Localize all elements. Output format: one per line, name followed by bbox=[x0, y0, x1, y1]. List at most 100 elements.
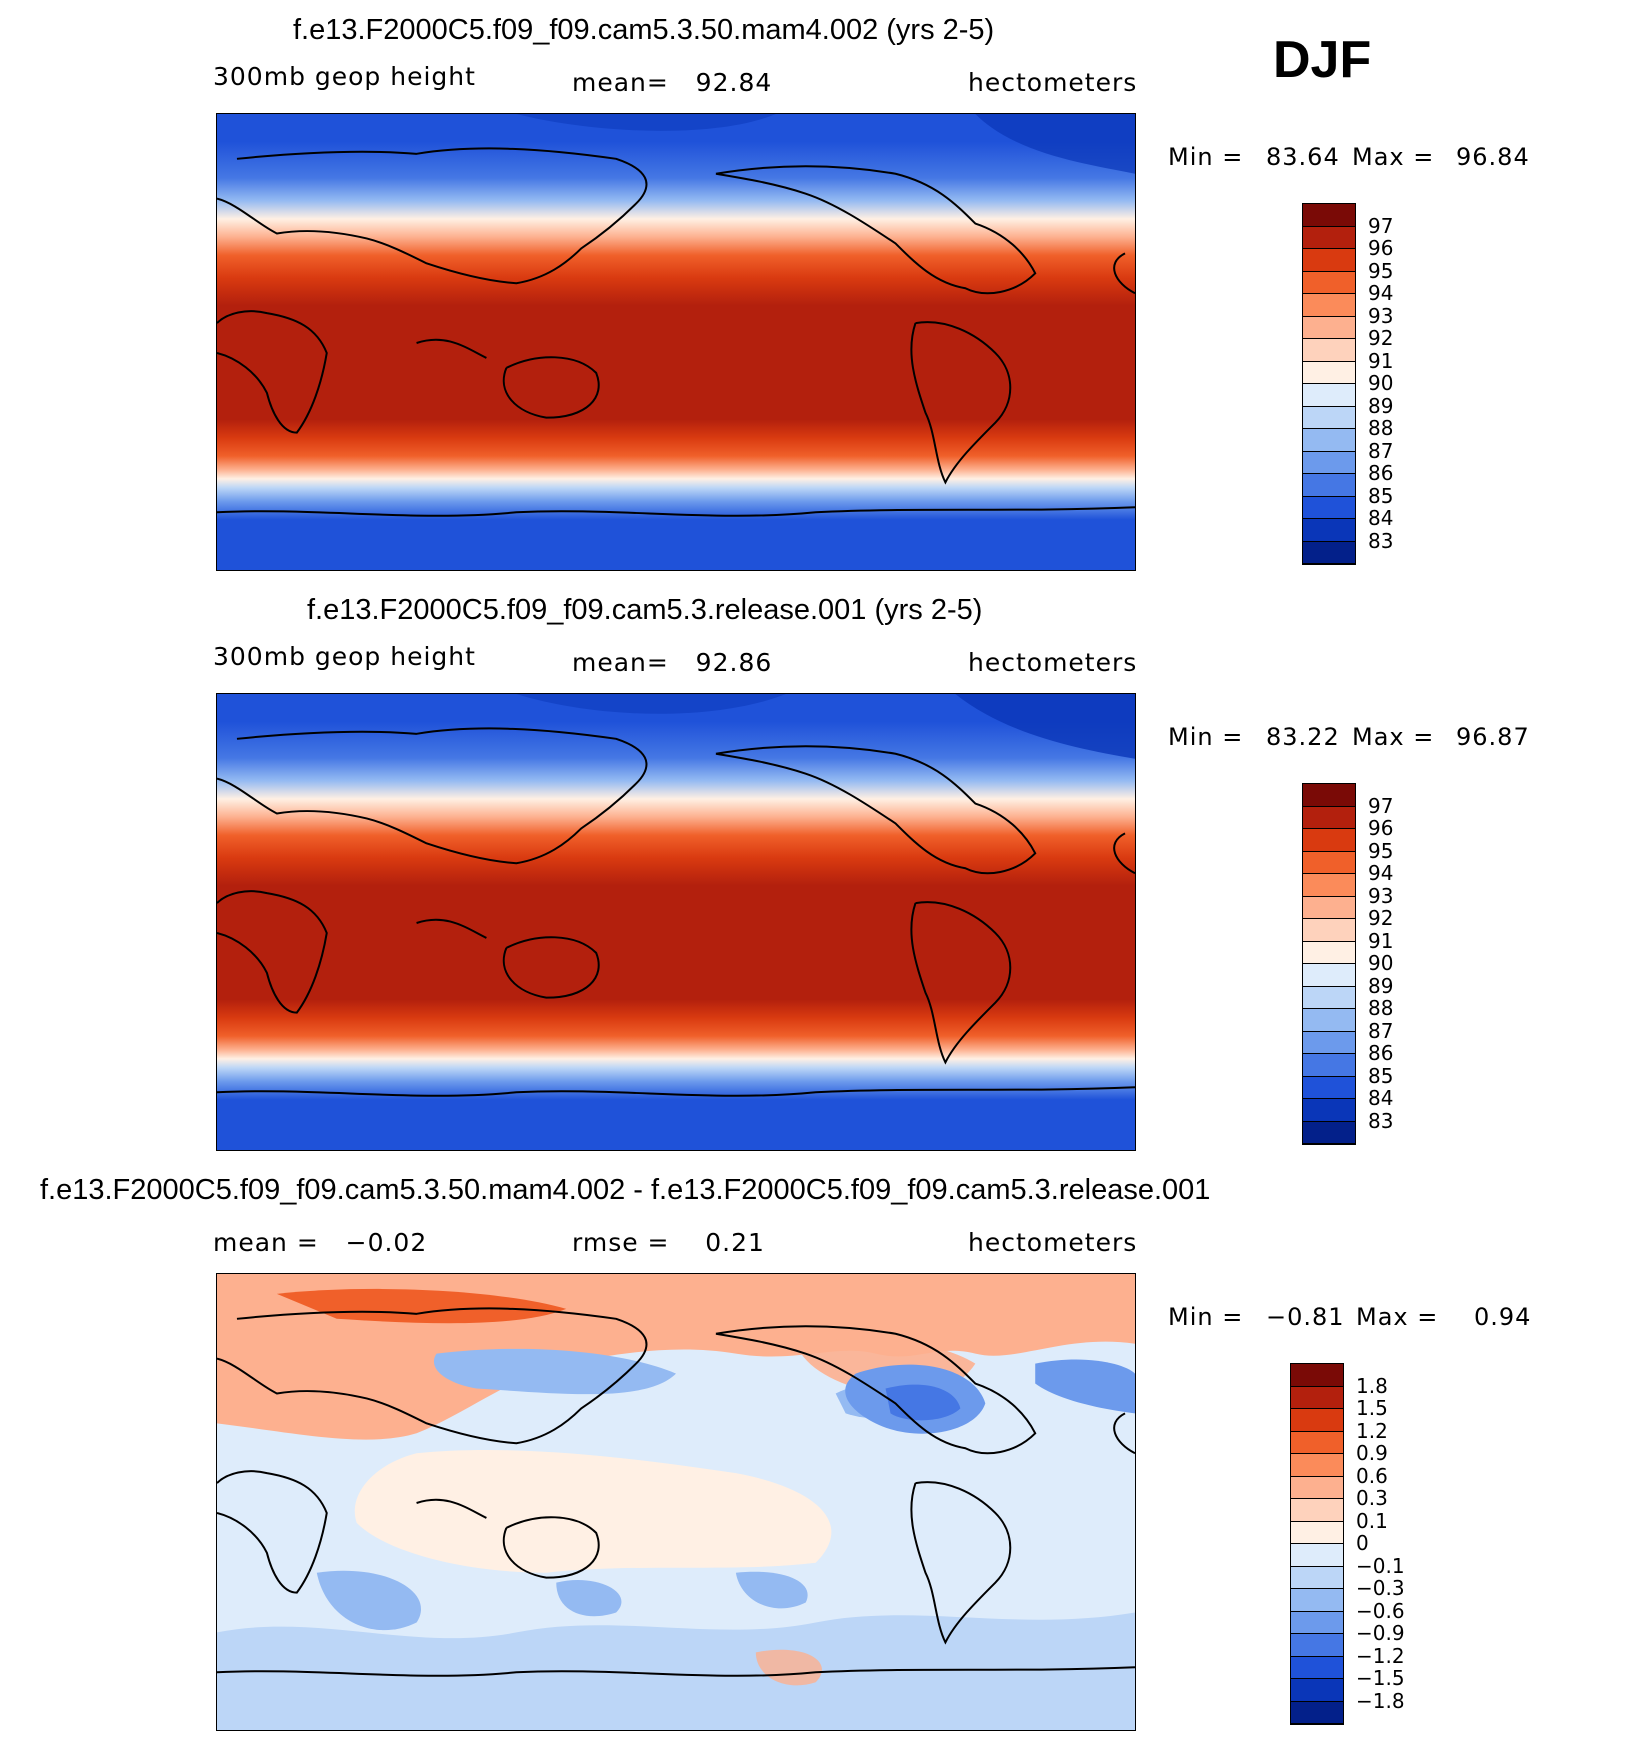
colorbar-label: −1.8 bbox=[1356, 1688, 1405, 1713]
colorbar-label: 0 bbox=[1356, 1531, 1369, 1555]
colorbar-swatch bbox=[1303, 271, 1355, 294]
colorbar-label: 0.3 bbox=[1356, 1486, 1388, 1510]
colorbar-label: 90 bbox=[1368, 371, 1394, 395]
colorbar-label: 0.1 bbox=[1356, 1508, 1388, 1533]
colorbar-swatch bbox=[1291, 1364, 1343, 1387]
colorbar-label: 94 bbox=[1368, 281, 1394, 305]
panel-2-map bbox=[216, 693, 1136, 1151]
colorbar-swatch bbox=[1303, 1121, 1355, 1144]
colorbar-label: 96 bbox=[1368, 816, 1394, 840]
panel-3-min-label: Min = bbox=[1168, 1303, 1244, 1331]
panel-2-map-svg bbox=[217, 694, 1135, 1150]
colorbar-label: −0.1 bbox=[1356, 1553, 1405, 1578]
colorbar-label: 91 bbox=[1368, 928, 1394, 953]
panel-1-map-svg bbox=[217, 114, 1135, 570]
panel-3-coastlines bbox=[217, 1307, 1135, 1677]
colorbar-label: 97 bbox=[1368, 213, 1394, 238]
colorbar-swatch bbox=[1303, 519, 1355, 542]
colorbar-swatch bbox=[1291, 1454, 1343, 1477]
panel-3-negative-atlantic bbox=[1035, 1359, 1135, 1414]
colorbar-swatch bbox=[1303, 941, 1355, 964]
panel-1-polar-low-asia bbox=[516, 114, 776, 131]
colorbar-swatch bbox=[1303, 1054, 1355, 1077]
colorbar-label: 86 bbox=[1368, 461, 1394, 485]
colorbar-label: 86 bbox=[1368, 1041, 1394, 1065]
panel-1-title: f.e13.F2000C5.f09_f09.cam5.3.50.mam4.002… bbox=[293, 14, 995, 46]
panel-3-map bbox=[216, 1273, 1136, 1731]
panel-2-max-label: Max = bbox=[1352, 723, 1435, 751]
colorbar-label: −0.6 bbox=[1356, 1598, 1405, 1623]
colorbar-swatch bbox=[1303, 964, 1355, 987]
panel-3-positive-so bbox=[755, 1649, 822, 1686]
panel-3-units-label: hectometers bbox=[968, 1228, 1138, 1257]
colorbar-label: 0.9 bbox=[1356, 1441, 1388, 1465]
panel-2-polar-low-asia bbox=[516, 694, 786, 714]
colorbar-swatch bbox=[1303, 294, 1355, 317]
colorbar-label: 91 bbox=[1368, 348, 1394, 373]
panel-1-field bbox=[217, 114, 1135, 570]
panel-3-max-label: Max = bbox=[1356, 1303, 1439, 1331]
season-label: DJF bbox=[1273, 31, 1372, 89]
panel-3-rmse-label: rmse = 0.21 bbox=[572, 1228, 765, 1257]
colorbar-label: 88 bbox=[1368, 996, 1394, 1020]
panel-3-positive-tropics bbox=[354, 1449, 832, 1573]
colorbar-swatch bbox=[1303, 429, 1355, 452]
colorbar-swatch bbox=[1291, 1679, 1343, 1702]
panel-3-max-value: 0.94 bbox=[1474, 1303, 1532, 1331]
colorbar-swatch bbox=[1303, 474, 1355, 497]
colorbar-label: 95 bbox=[1368, 258, 1394, 283]
panel-1-variable-label: 300mb geop height bbox=[213, 62, 476, 91]
panel-3-colorbar bbox=[1290, 1363, 1344, 1725]
colorbar-label: 88 bbox=[1368, 416, 1394, 440]
panel-2-max-value: 96.87 bbox=[1456, 723, 1530, 751]
colorbar-swatch bbox=[1303, 451, 1355, 474]
colorbar-label: −1.2 bbox=[1356, 1643, 1405, 1668]
colorbar-swatch bbox=[1303, 339, 1355, 362]
panel-2-min-label: Min = bbox=[1168, 723, 1244, 751]
colorbar-label: 1.2 bbox=[1356, 1418, 1388, 1443]
panel-3-positive-max-eurasia bbox=[276, 1288, 567, 1324]
colorbar-swatch bbox=[1303, 806, 1355, 829]
colorbar-swatch bbox=[1303, 1031, 1355, 1054]
panel-3-negative-so-1 bbox=[316, 1570, 421, 1631]
colorbar-label: 0.6 bbox=[1356, 1463, 1388, 1488]
colorbar-swatch bbox=[1291, 1634, 1343, 1657]
panel-3-negative-so-3 bbox=[735, 1571, 808, 1609]
colorbar-label: 84 bbox=[1368, 506, 1394, 530]
colorbar-swatch bbox=[1291, 1701, 1343, 1724]
colorbar-label: 85 bbox=[1368, 483, 1394, 508]
panel-3-map-svg bbox=[217, 1274, 1135, 1730]
colorbar-swatch bbox=[1303, 384, 1355, 407]
colorbar-label: 93 bbox=[1368, 883, 1394, 908]
colorbar-swatch bbox=[1303, 249, 1355, 272]
panel-2-polar-low-na bbox=[955, 694, 1135, 759]
colorbar-label: 1.8 bbox=[1356, 1373, 1388, 1398]
colorbar-label: 95 bbox=[1368, 838, 1394, 863]
colorbar-swatch bbox=[1291, 1611, 1343, 1634]
colorbar-label: −0.9 bbox=[1356, 1621, 1405, 1645]
colorbar-swatch bbox=[1303, 874, 1355, 897]
panel-1-mean-label: mean= 92.84 bbox=[572, 68, 773, 97]
colorbar-label: 90 bbox=[1368, 951, 1394, 975]
colorbar-swatch bbox=[1303, 1076, 1355, 1099]
panel-1-min-label: Min = bbox=[1168, 143, 1244, 171]
colorbar-swatch bbox=[1291, 1431, 1343, 1454]
colorbar-label: 92 bbox=[1368, 906, 1394, 930]
panel-2-min-value: 83.22 bbox=[1266, 723, 1340, 751]
colorbar-swatch bbox=[1291, 1521, 1343, 1544]
colorbar-swatch bbox=[1291, 1499, 1343, 1522]
colorbar-swatch bbox=[1303, 1099, 1355, 1122]
panel-2-field bbox=[217, 694, 1135, 1150]
panel-1-coastlines bbox=[217, 147, 1135, 517]
panel-2-title: f.e13.F2000C5.f09_f09.cam5.3.release.001… bbox=[307, 594, 983, 626]
panel-2-colorbar bbox=[1302, 783, 1356, 1145]
colorbar-swatch bbox=[1291, 1566, 1343, 1589]
colorbar-label: 93 bbox=[1368, 303, 1394, 328]
colorbar-swatch bbox=[1303, 361, 1355, 384]
panel-1-polar-low-na bbox=[975, 114, 1135, 174]
panel-1-map bbox=[216, 113, 1136, 571]
colorbar-label: 96 bbox=[1368, 236, 1394, 260]
colorbar-swatch bbox=[1303, 496, 1355, 519]
colorbar-swatch bbox=[1291, 1386, 1343, 1409]
colorbar-swatch bbox=[1291, 1476, 1343, 1499]
